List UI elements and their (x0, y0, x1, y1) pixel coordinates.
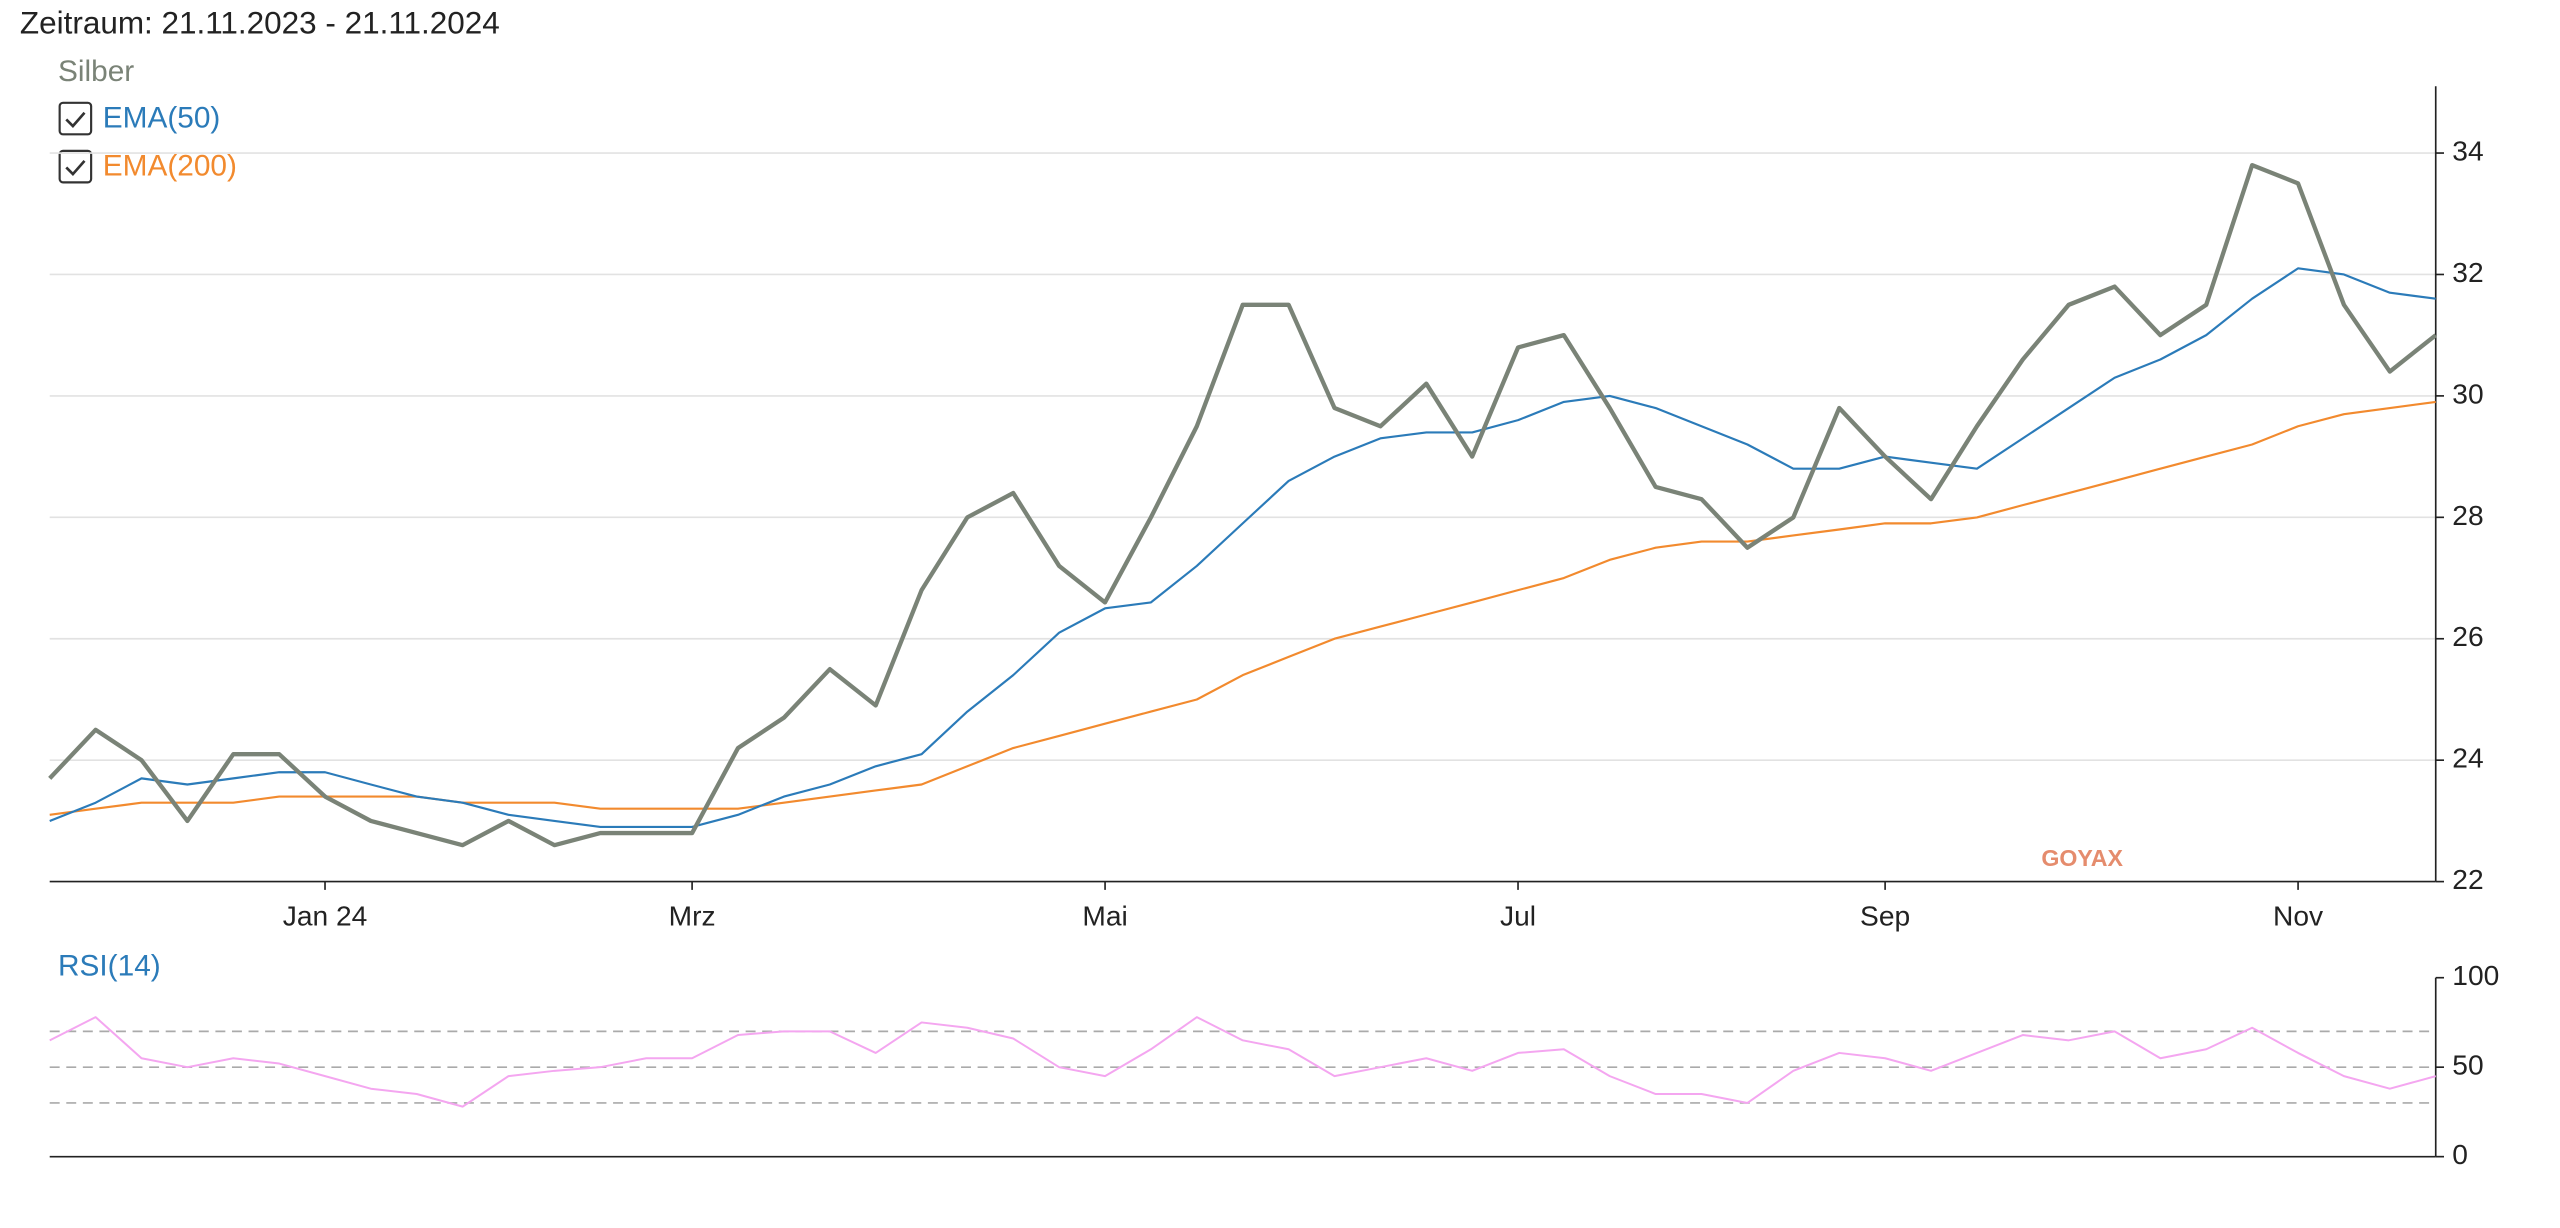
checkmark (65, 111, 86, 128)
x-tick-label: Mai (1082, 900, 1127, 931)
y-tick-label: 28 (2452, 500, 2483, 531)
legend-label[interactable]: EMA(50) (103, 101, 221, 134)
y-tick-label: 50 (2452, 1050, 2483, 1081)
y-tick-label: 24 (2452, 743, 2483, 774)
y-tick-label: 34 (2452, 135, 2483, 166)
legend-checkbox[interactable] (58, 101, 93, 136)
legend-label: Silber (58, 55, 134, 88)
y-tick-label: 30 (2452, 378, 2483, 409)
legend-label[interactable]: EMA(200) (103, 149, 237, 182)
rsi-title: RSI(14) (58, 950, 161, 983)
y-tick-label: 32 (2452, 257, 2483, 288)
legend-checkbox[interactable] (58, 149, 93, 184)
y-tick-label: 22 (2452, 864, 2483, 895)
series-line (49, 1016, 2436, 1108)
chart-title: Zeitraum: 21.11.2023 - 21.11.2024 (20, 5, 500, 40)
y-tick-label: 26 (2452, 621, 2483, 652)
x-tick-label: Sep (1860, 900, 1910, 931)
x-tick-label: Mrz (669, 900, 716, 931)
watermark: GOYAX (2041, 845, 2123, 871)
series-line (49, 267, 2436, 828)
checkmark (65, 159, 86, 177)
y-tick-label: 100 (2452, 960, 2499, 991)
x-tick-label: Jan 24 (283, 900, 368, 931)
series-line (48, 162, 2438, 848)
x-tick-label: Nov (2273, 900, 2323, 931)
x-tick-label: Jul (1500, 900, 1536, 931)
y-tick-label: 0 (2452, 1139, 2468, 1170)
series-line (49, 400, 2436, 816)
